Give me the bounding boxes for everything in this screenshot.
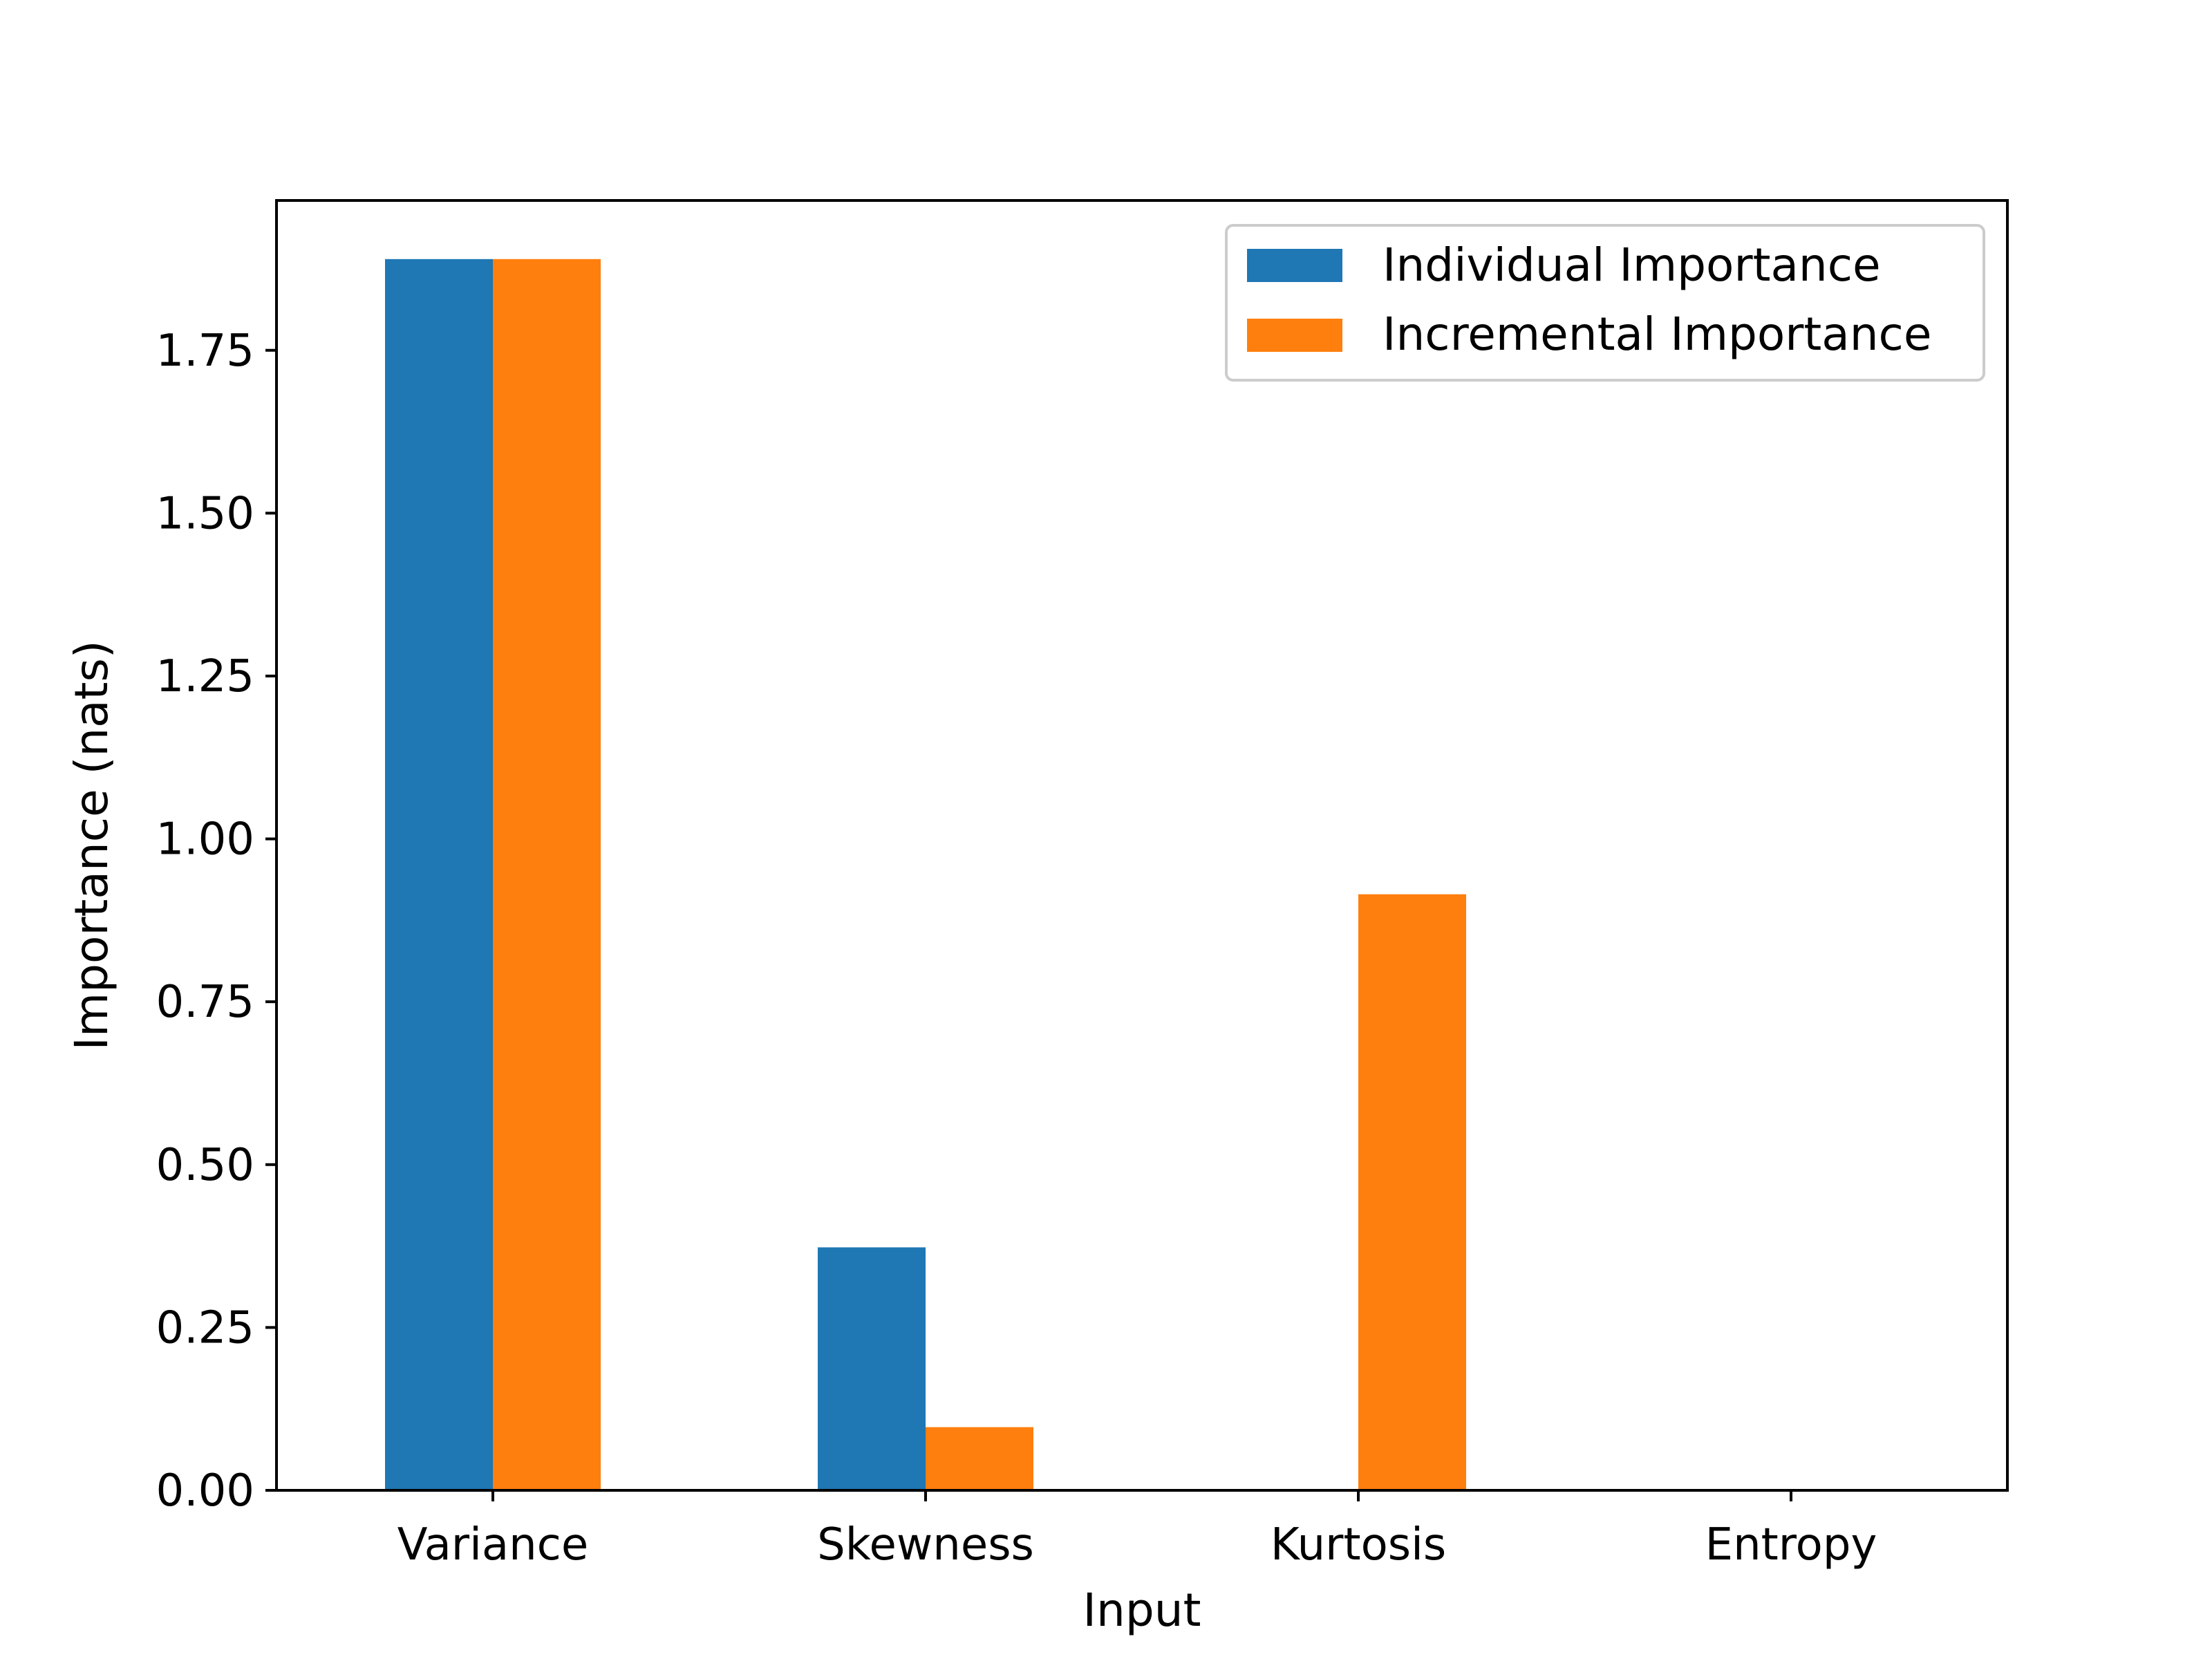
x-tick-label-skewness: Skewness	[817, 1519, 1034, 1571]
y-tick-label: 0.50	[156, 1140, 255, 1191]
legend-swatch-individual	[1247, 249, 1342, 282]
x-tick-label-variance: Variance	[397, 1519, 588, 1571]
legend-label-incremental: Incremental Importance	[1382, 308, 1931, 361]
bar-variance-incremental	[493, 259, 601, 1491]
y-tick-label: 1.25	[156, 651, 255, 702]
x-axis-label: Input	[1083, 1584, 1201, 1637]
y-tick-label: 1.50	[156, 488, 255, 539]
legend: Individual Importance Incremental Import…	[1225, 224, 1985, 382]
y-tick-label: 0.75	[156, 977, 255, 1028]
bar-skewness-individual	[818, 1247, 926, 1490]
legend-swatch-incremental	[1247, 319, 1342, 352]
bar-kurtosis-incremental	[1358, 894, 1466, 1490]
y-tick-label: 0.00	[156, 1465, 255, 1517]
y-tick-label: 1.00	[156, 814, 255, 865]
legend-label-individual: Individual Importance	[1382, 238, 1881, 292]
y-axis-label: Importance (nats)	[65, 640, 118, 1050]
legend-box	[1225, 224, 1985, 382]
bar-variance-individual	[385, 259, 493, 1491]
bar-skewness-incremental	[926, 1427, 1033, 1490]
y-tick-label: 0.25	[156, 1302, 255, 1353]
y-tick-label: 1.75	[156, 326, 255, 377]
bars-layer	[385, 259, 1466, 1491]
x-tick-label-entropy: Entropy	[1705, 1519, 1877, 1571]
x-axis: Variance Skewness Kurtosis Entropy	[397, 1490, 1877, 1571]
y-axis: 0.00 0.25 0.50 0.75 1.00 1.25 1.50 1.75	[156, 326, 276, 1517]
plot-frame	[275, 199, 2009, 1492]
x-tick-label-kurtosis: Kurtosis	[1271, 1519, 1446, 1571]
